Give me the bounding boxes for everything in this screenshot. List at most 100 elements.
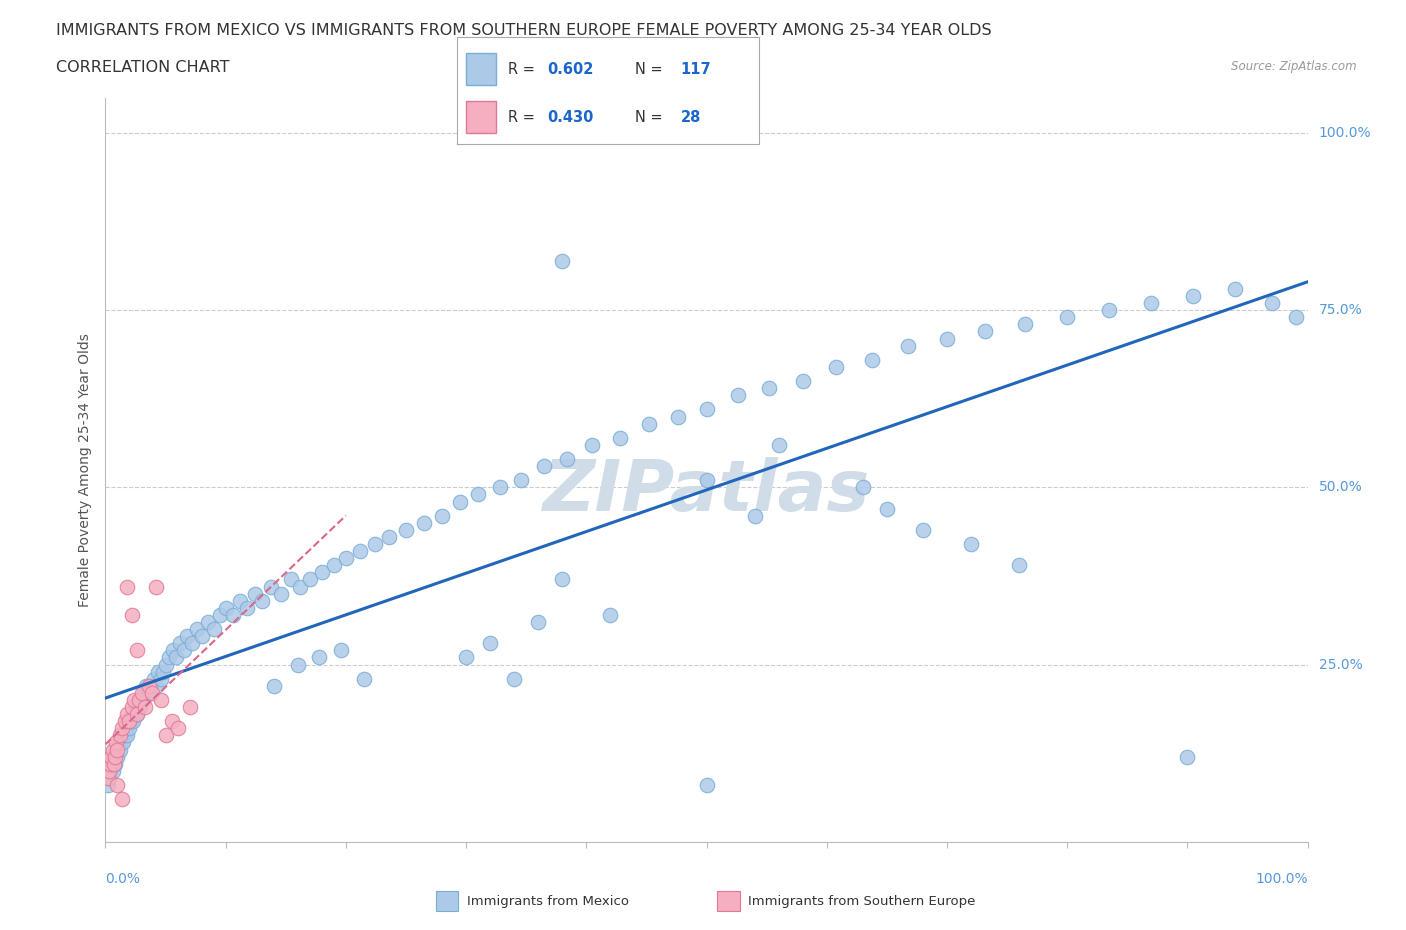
- Point: [197, 615, 219, 630]
- Point: [157, 650, 180, 665]
- Point: [555, 452, 578, 467]
- Point: [378, 529, 401, 544]
- Point: [122, 713, 145, 728]
- Point: [108, 728, 131, 743]
- Point: [454, 650, 477, 665]
- Point: [124, 693, 146, 708]
- Text: 50.0%: 50.0%: [1319, 481, 1362, 495]
- Point: [263, 678, 285, 693]
- Point: [107, 735, 129, 750]
- Point: [138, 685, 160, 700]
- Text: 28: 28: [681, 110, 702, 125]
- Point: [768, 437, 790, 452]
- Point: [911, 523, 934, 538]
- Point: [141, 685, 163, 700]
- Point: [510, 472, 533, 487]
- Text: 100.0%: 100.0%: [1319, 126, 1371, 140]
- Point: [105, 735, 128, 750]
- Point: [1225, 282, 1247, 297]
- Point: [1014, 317, 1036, 332]
- Point: [599, 607, 621, 622]
- Text: 75.0%: 75.0%: [1319, 303, 1362, 317]
- Point: [792, 374, 814, 389]
- Point: [100, 750, 122, 764]
- Point: [149, 693, 172, 708]
- Point: [107, 742, 129, 757]
- Point: [138, 678, 160, 693]
- Point: [208, 607, 231, 622]
- Point: [165, 650, 187, 665]
- FancyBboxPatch shape: [465, 101, 496, 134]
- Point: [260, 579, 283, 594]
- Point: [488, 480, 510, 495]
- Point: [173, 643, 195, 658]
- Point: [1260, 296, 1282, 311]
- Point: [1284, 310, 1306, 325]
- Point: [125, 643, 148, 658]
- Point: [120, 713, 142, 728]
- Point: [111, 728, 134, 743]
- Point: [115, 721, 138, 736]
- Point: [121, 699, 143, 714]
- Point: [139, 678, 162, 693]
- Point: [169, 636, 191, 651]
- Point: [127, 699, 149, 714]
- Point: [101, 764, 124, 778]
- Point: [98, 756, 121, 771]
- Point: [115, 728, 138, 743]
- Point: [280, 572, 302, 587]
- Point: [936, 331, 959, 346]
- Point: [696, 472, 718, 487]
- Point: [107, 750, 129, 764]
- Point: [97, 770, 120, 785]
- Point: [104, 756, 127, 771]
- Point: [298, 572, 321, 587]
- Point: [98, 764, 121, 778]
- Point: [696, 402, 718, 417]
- Point: [125, 707, 148, 722]
- Point: [308, 650, 330, 665]
- Text: 117: 117: [681, 61, 711, 77]
- Point: [960, 537, 983, 551]
- Point: [162, 643, 184, 658]
- Text: R =: R =: [509, 110, 540, 125]
- Point: [105, 742, 128, 757]
- Point: [290, 579, 312, 594]
- Point: [115, 707, 138, 722]
- Point: [876, 501, 898, 516]
- Text: N =: N =: [636, 110, 668, 125]
- Point: [111, 791, 134, 806]
- Point: [103, 756, 125, 771]
- Point: [214, 601, 236, 616]
- Point: [335, 551, 357, 565]
- Point: [124, 699, 146, 714]
- Point: [131, 693, 153, 708]
- Point: [190, 629, 212, 644]
- Point: [467, 487, 489, 502]
- Point: [1056, 310, 1078, 325]
- Point: [825, 360, 848, 375]
- Point: [148, 664, 170, 679]
- Point: [236, 601, 259, 616]
- Point: [145, 579, 167, 594]
- Point: [142, 671, 165, 686]
- Point: [744, 509, 766, 524]
- Text: Immigrants from Southern Europe: Immigrants from Southern Europe: [748, 895, 976, 908]
- Point: [860, 352, 883, 367]
- Point: [1175, 750, 1198, 764]
- Point: [152, 664, 174, 679]
- Point: [100, 756, 122, 771]
- Point: [115, 579, 138, 594]
- Point: [430, 509, 453, 524]
- Point: [322, 558, 344, 573]
- Point: [155, 728, 177, 743]
- Text: Immigrants from Mexico: Immigrants from Mexico: [467, 895, 628, 908]
- Point: [353, 671, 375, 686]
- FancyBboxPatch shape: [465, 53, 496, 86]
- Point: [1008, 558, 1031, 573]
- Point: [349, 544, 371, 559]
- Point: [637, 416, 659, 431]
- Point: [128, 693, 150, 708]
- Point: [974, 324, 997, 339]
- Point: [134, 699, 156, 714]
